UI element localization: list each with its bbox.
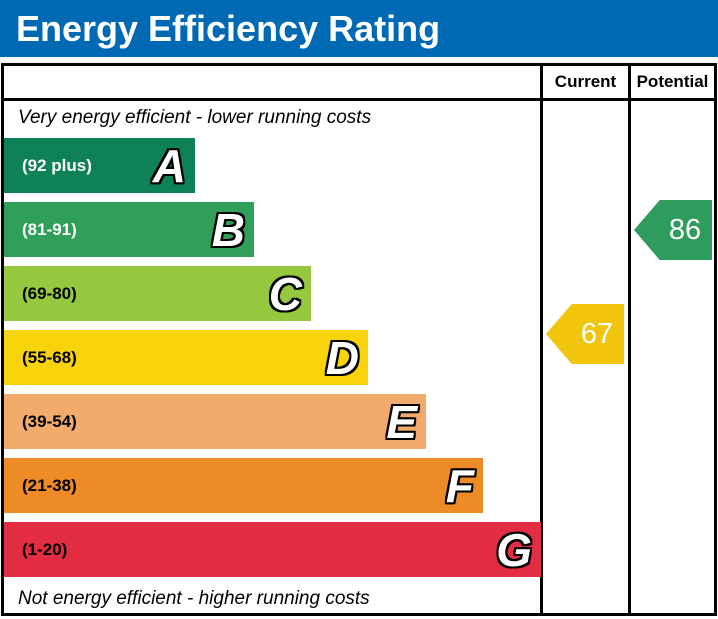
current-column-divider — [540, 66, 543, 613]
band-range-label: (81-91) — [22, 219, 77, 239]
page-title: Energy Efficiency Rating — [16, 7, 441, 49]
header-underline — [4, 98, 714, 101]
potential-column-divider — [628, 66, 631, 613]
band-letter: A — [152, 139, 186, 192]
band-letter: F — [445, 459, 474, 512]
band-letter: E — [386, 395, 417, 448]
caption-not-efficient: Not energy efficient - higher running co… — [18, 588, 370, 609]
band-letter: G — [496, 523, 532, 576]
current-column-header: Current — [554, 72, 617, 91]
band-letter: D — [325, 331, 359, 384]
band-row: (92 plus) A — [4, 138, 195, 193]
band-range-label: (92 plus) — [22, 155, 92, 175]
band-row: (1-20) G — [4, 522, 541, 577]
band-row: (39-54) E — [4, 394, 426, 449]
band-range-label: (69-80) — [22, 283, 77, 303]
band-range-label: (1-20) — [22, 539, 68, 559]
band-range-label: (21-38) — [22, 475, 77, 495]
title-bar: Energy Efficiency Rating — [0, 0, 718, 57]
band-row: (55-68) D — [4, 330, 368, 385]
potential-rating-value: 86 — [668, 213, 702, 246]
band-row: (21-38) F — [4, 458, 483, 513]
potential-column-header: Potential — [636, 72, 709, 91]
band-range-label: (55-68) — [22, 347, 77, 367]
band-row: (81-91) B — [4, 202, 254, 257]
band-range-label: (39-54) — [22, 411, 77, 431]
band-letter: C — [268, 267, 302, 320]
band-letter: B — [211, 203, 245, 256]
band-row: (69-80) C — [4, 266, 311, 321]
caption-very-efficient: Very energy efficient - lower running co… — [18, 107, 372, 128]
current-rating-value: 67 — [580, 317, 614, 350]
